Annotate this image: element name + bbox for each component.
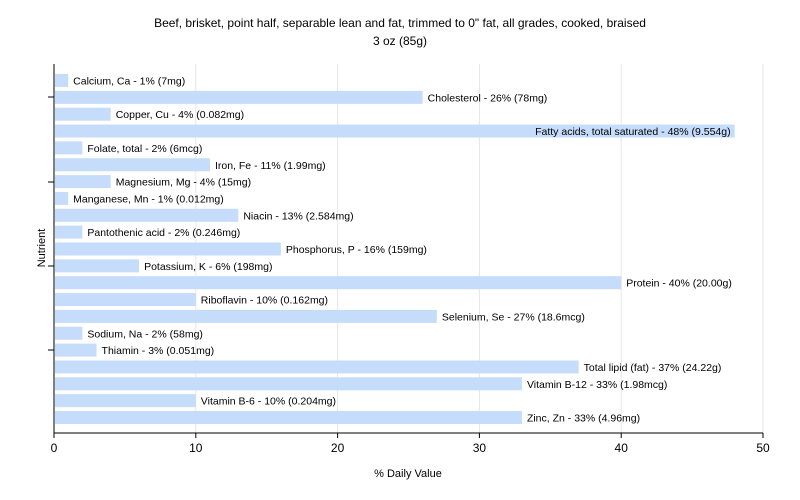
axes	[48, 64, 764, 438]
bar-label: Total lipid (fat) - 37% (24.22g)	[584, 362, 722, 374]
bar	[55, 158, 210, 172]
bar-label: Protein - 40% (20.00g)	[626, 278, 732, 290]
bar-label: Calcium, Ca - 1% (7mg)	[73, 76, 185, 88]
bar-label: Cholesterol - 26% (78mg)	[428, 92, 548, 104]
bar	[55, 360, 579, 374]
x-tick-label: 10	[189, 441, 203, 455]
x-tick-label: 20	[331, 441, 345, 455]
bar	[55, 377, 522, 391]
bar	[55, 309, 437, 323]
x-tick-label: 0	[51, 441, 58, 455]
bar	[55, 242, 281, 256]
bar-label: Selenium, Se - 27% (18.6mcg)	[442, 311, 585, 323]
bar	[55, 141, 83, 155]
bar-label: Potassium, K - 6% (198mg)	[144, 261, 272, 273]
bar-label: Vitamin B-12 - 33% (1.98mcg)	[527, 379, 667, 391]
bar-label: Pantothenic acid - 2% (0.246mg)	[87, 227, 240, 239]
x-axis-label: % Daily Value	[374, 468, 442, 480]
x-tick-label: 50	[756, 441, 770, 455]
bar	[55, 225, 83, 239]
chart-title: Beef, brisket, point half, separable lea…	[154, 16, 646, 30]
bar-label: Fatty acids, total saturated - 48% (9.55…	[535, 126, 731, 138]
bar	[55, 326, 83, 340]
bar	[55, 343, 97, 357]
bar-label: Vitamin B-6 - 10% (0.204mg)	[201, 396, 336, 408]
bar-label: Manganese, Mn - 1% (0.012mg)	[73, 193, 224, 205]
bar	[55, 175, 111, 189]
bar	[55, 208, 239, 222]
chart-subtitle: 3 oz (85g)	[373, 34, 427, 48]
bar	[55, 276, 622, 290]
bar-label: Copper, Cu - 4% (0.082mg)	[116, 109, 244, 121]
x-tick-label: 30	[473, 441, 487, 455]
bar-label: Iron, Fe - 11% (1.99mg)	[215, 160, 326, 172]
bar-label: Zinc, Zn - 33% (4.96mg)	[527, 413, 640, 425]
bars	[55, 74, 735, 424]
bar-label: Niacin - 13% (2.584mg)	[243, 210, 353, 222]
bar	[55, 74, 69, 87]
x-tick-label: 40	[615, 441, 629, 455]
bar	[55, 293, 196, 307]
bar-label: Phosphorus, P - 16% (159mg)	[286, 244, 427, 256]
bar-label: Folate, total - 2% (6mcg)	[87, 143, 202, 155]
bar	[55, 191, 69, 205]
bar-labels: Calcium, Ca - 1% (7mg) Cholesterol - 26% …	[73, 76, 732, 425]
bar-label: Riboflavin - 10% (0.162mg)	[201, 295, 328, 307]
y-axis-label: Nutrient	[36, 229, 48, 268]
bar-label: Sodium, Na - 2% (58mg)	[87, 328, 203, 340]
bar	[55, 411, 522, 424]
x-tick-labels: 0 10 20 30 40 50	[51, 441, 770, 455]
bar	[55, 107, 111, 121]
bar	[55, 124, 735, 138]
bar	[55, 259, 140, 273]
bar-label: Thiamin - 3% (0.051mg)	[102, 345, 215, 357]
bar	[55, 394, 196, 408]
bar-label: Magnesium, Mg - 4% (15mg)	[116, 177, 251, 189]
bar	[55, 90, 423, 104]
